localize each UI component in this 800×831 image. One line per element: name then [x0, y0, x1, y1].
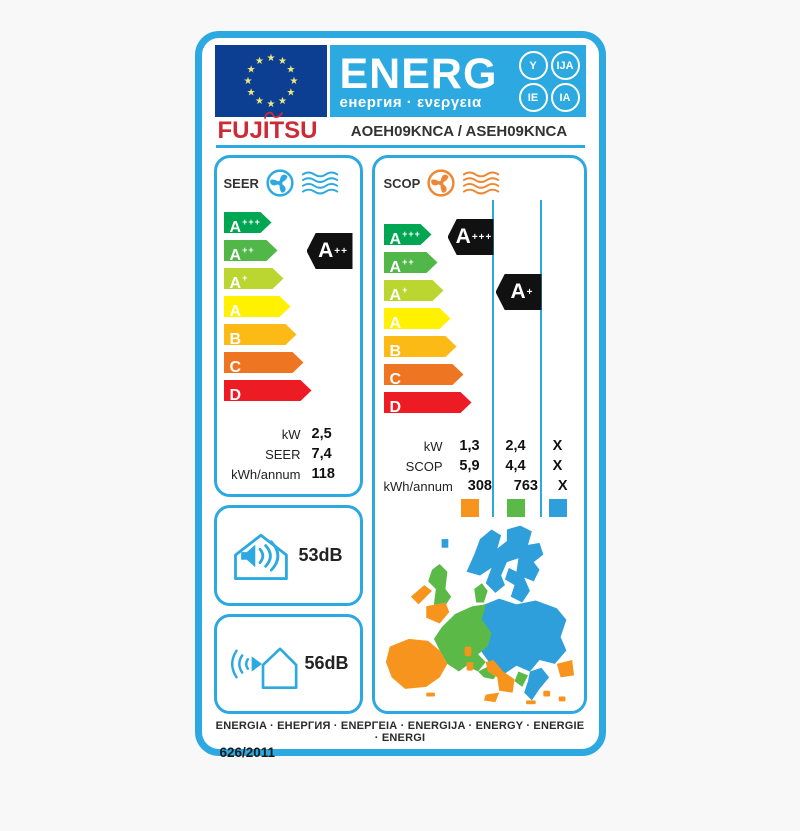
outdoor-noise-icon — [230, 647, 297, 689]
table-label: kW — [281, 426, 301, 442]
svg-text:★: ★ — [286, 88, 295, 99]
scale-arrow: A++ — [224, 240, 278, 261]
model-number: AOEH09KNCA / ASEH09KNCA — [350, 122, 568, 140]
scop-label: SCOP — [383, 175, 421, 191]
energy-languages-line: ENERGIA · ЕНЕРГИЯ · ΕΝΕΡΓΕΙΑ · ENERGIJA … — [215, 720, 585, 744]
table-value: X — [552, 438, 563, 454]
seer-section: SEER — [213, 155, 363, 497]
energy-label: ★ ★ ★ ★ ★ ★ ★ ★ ★ ★ ★ ★ ENERG енергия · ενεργεια… — [194, 31, 606, 760]
language-badges: Y IJA IE IA — [516, 48, 580, 115]
table-label: kW — [423, 438, 443, 454]
fujitsu-swirl-icon — [263, 111, 283, 119]
table-value: 2,5 — [311, 426, 332, 442]
svg-text:★: ★ — [243, 76, 252, 87]
svg-text:★: ★ — [286, 65, 295, 76]
header-divider — [215, 145, 585, 148]
fujitsu-logo-text: FUJITSU — [217, 117, 318, 144]
eu-flag-stars-icon: ★★★ ★★★ ★★★ ★ ★★ — [243, 53, 298, 110]
table-label: kWh/annum — [383, 478, 453, 494]
seer-values-table: kW 2,5 SEER 7,4 kWh/annum 118 — [224, 424, 354, 484]
scale-arrow: B — [224, 324, 297, 345]
svg-text:★: ★ — [255, 56, 264, 67]
table-value: X — [552, 458, 563, 474]
badge-ija: IJA — [550, 51, 580, 80]
svg-text:★: ★ — [266, 99, 275, 110]
svg-text:★: ★ — [266, 53, 275, 64]
energ-subtitle: енергия · ενεργεια — [339, 94, 482, 111]
scop-warmer-rating-indicator: A +++ — [447, 219, 494, 255]
scop-section: SCOP — [371, 155, 587, 714]
indoor-noise-section: 53dB — [213, 505, 363, 606]
seer-rating-indicator: A ++ — [306, 233, 353, 269]
table-label: SCOP — [405, 458, 443, 474]
badge-ia: IA — [550, 83, 580, 112]
table-value: 763 — [513, 478, 538, 494]
table-value: 2,4 — [505, 438, 526, 454]
table-value: 118 — [311, 466, 335, 482]
energ-title: ENERG — [339, 50, 498, 98]
cooling-fan-icon — [266, 169, 294, 197]
scale-arrow: C — [384, 364, 464, 385]
regulation-number: 626/2011 — [219, 745, 276, 760]
europe-climate-map — [385, 525, 574, 705]
scale-arrow: A+++ — [224, 212, 272, 233]
table-value: X — [557, 478, 568, 494]
scop-climate-zones: A+++ A++ A+ A B C D A +++ A + kW — [383, 200, 576, 517]
average-zone-swatch — [506, 499, 525, 517]
eu-flag: ★ ★ ★ ★ ★ ★ ★ ★ ★ ★ ★ ★ — [214, 45, 327, 117]
seer-label: SEER — [223, 175, 259, 191]
table-label: kWh/annum — [231, 466, 301, 482]
scale-arrow: A — [224, 296, 291, 317]
svg-text:★: ★ — [246, 65, 255, 76]
fujitsu-logo: FUJITSU — [217, 111, 336, 145]
scale-arrow: A+ — [224, 268, 284, 289]
colder-zone-swatch — [548, 499, 567, 517]
cool-airflow-waves-icon — [301, 171, 339, 195]
table-value: 5,9 — [459, 458, 480, 474]
indoor-noise-icon — [233, 534, 288, 581]
scale-arrow: A — [384, 308, 451, 329]
svg-text:★: ★ — [278, 56, 287, 67]
table-value: 1,3 — [459, 438, 480, 454]
scale-arrow: D — [384, 392, 472, 413]
scop-rating-scale: A+++ A++ A+ A B C D A +++ A + — [384, 219, 576, 422]
seer-rating-scale: A+++ A++ A+ A B C D A ++ — [224, 212, 354, 410]
svg-text:★: ★ — [289, 76, 298, 87]
table-value: 7,4 — [311, 446, 332, 462]
indoor-noise-value: 53dB — [298, 544, 343, 565]
svg-text:★: ★ — [278, 96, 287, 107]
scop-values-table: kW 1,3 2,4 X SCOP 5,9 4,4 X kWh/annum 30… — [384, 436, 576, 496]
heating-fan-icon — [427, 169, 455, 197]
badge-y: Y — [518, 51, 548, 80]
table-value: 308 — [467, 478, 492, 494]
scale-arrow: A+++ — [384, 224, 432, 245]
brand-row: FUJITSU AOEH09KNCA / ASEH09KNCA — [214, 111, 587, 145]
warmer-zone-swatch — [460, 499, 479, 517]
scop-average-rating-indicator: A + — [495, 274, 542, 310]
zone-divider — [491, 200, 494, 517]
badge-ie: IE — [518, 83, 548, 112]
scale-arrow: B — [384, 336, 457, 357]
svg-text:★: ★ — [255, 96, 264, 107]
outdoor-noise-section: 56dB — [213, 613, 363, 714]
scale-arrow: A+ — [384, 280, 444, 301]
warm-airflow-waves-icon — [463, 171, 500, 195]
energ-banner: ENERG енергия · ενεργεια Y IJA IE IA — [329, 45, 586, 117]
scale-arrow: A++ — [384, 252, 438, 273]
zone-divider — [539, 200, 542, 517]
table-value: 4,4 — [505, 458, 526, 474]
scale-arrow: D — [224, 380, 312, 401]
outdoor-noise-value: 56dB — [304, 653, 349, 674]
scale-arrow: C — [224, 352, 304, 373]
label-header: ★ ★ ★ ★ ★ ★ ★ ★ ★ ★ ★ ★ ENERG енергия · ενεργεια… — [214, 45, 586, 117]
svg-text:★: ★ — [246, 88, 255, 99]
table-label: SEER — [265, 446, 301, 462]
